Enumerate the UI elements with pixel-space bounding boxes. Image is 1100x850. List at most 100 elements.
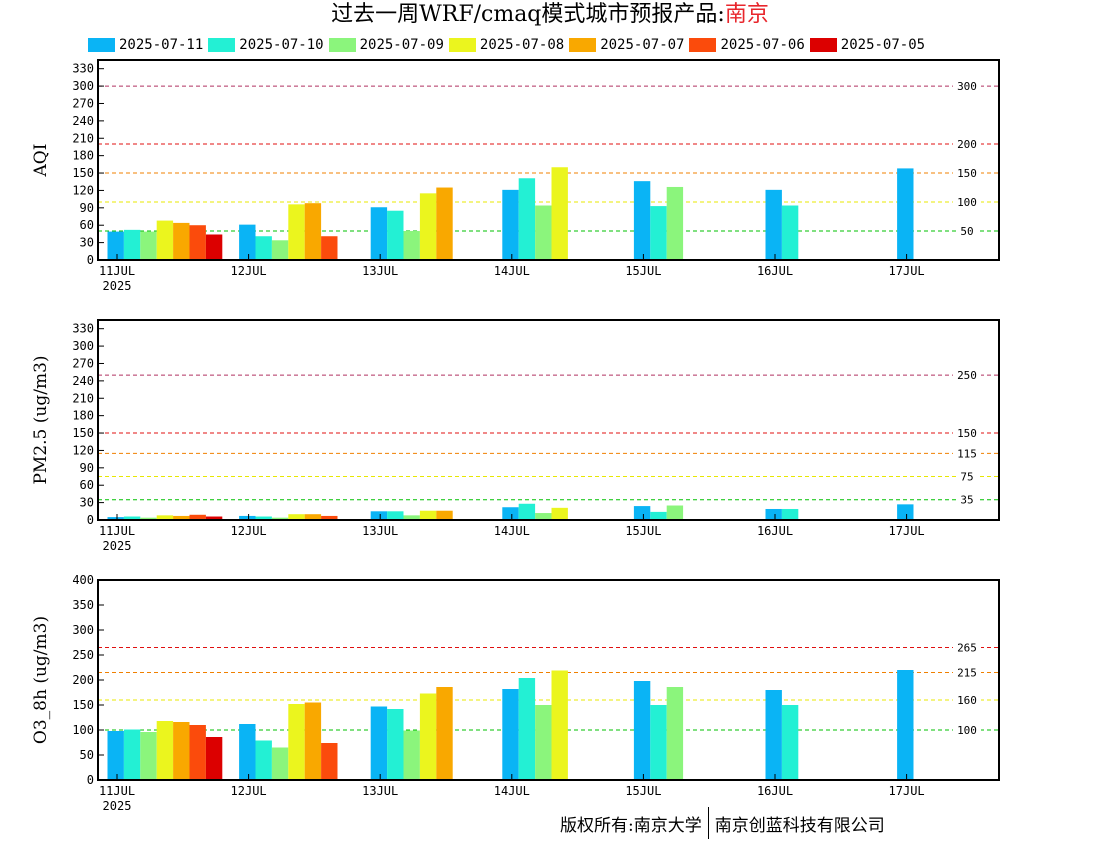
bar <box>633 181 651 260</box>
x-tick-label: 16JUL <box>757 784 793 798</box>
bar <box>304 514 322 520</box>
threshold-label: 100 <box>957 724 977 737</box>
y-tick-label: 150 <box>72 426 94 440</box>
company-text: 南京创蓝科技有限公司 <box>714 815 885 836</box>
threshold-label-bg <box>953 448 981 459</box>
title-main: 过去一周WRF/cmaq模式城市预报产品: <box>331 2 725 27</box>
bar <box>123 229 141 260</box>
bar <box>897 504 914 520</box>
bar <box>321 236 338 260</box>
threshold-label: 35 <box>960 494 973 507</box>
y-tick-label: 0 <box>87 253 94 267</box>
bar <box>650 705 667 780</box>
bar <box>189 514 206 520</box>
bar <box>370 511 388 520</box>
y-tick-label: 300 <box>72 623 94 637</box>
bar <box>370 207 388 260</box>
bar <box>535 705 552 780</box>
y-tick-label: 60 <box>80 478 94 492</box>
bar <box>156 220 174 260</box>
threshold-label-bg <box>957 226 977 237</box>
threshold-label: 200 <box>957 138 977 151</box>
x-tick-label: 14JUL <box>494 524 530 538</box>
bar <box>781 508 799 520</box>
legend-item: 2025-07-06 <box>689 35 805 55</box>
bar <box>271 747 289 780</box>
bar <box>189 725 206 780</box>
bar <box>535 205 552 260</box>
x-year-label: 2025 <box>103 799 132 813</box>
chart-panel-3: 265 215 160 100 0 50 100 150 200 250 300 350 400 11JU… <box>31 573 1000 813</box>
legend-item: 2025-07-09 <box>328 35 444 55</box>
y-tick-label: 150 <box>72 698 94 712</box>
legend-label: 2025-07-05 <box>840 37 926 53</box>
chart-panel-2: 250 150 115 75 35 0 30 60 90 120 150 180 210 240 270 30… <box>31 319 1000 553</box>
threshold-label: 160 <box>957 694 977 707</box>
bar <box>173 515 190 520</box>
bar <box>255 740 272 780</box>
bar <box>633 681 651 780</box>
bar <box>140 231 157 260</box>
x-tick-label: 16JUL <box>757 524 793 538</box>
bar <box>173 722 190 780</box>
bar <box>173 222 190 260</box>
bar <box>387 511 404 520</box>
bar <box>436 510 453 520</box>
bar <box>370 706 388 780</box>
threshold-label: 75 <box>960 471 973 484</box>
x-tick-label: 12JUL <box>231 524 267 538</box>
bar <box>255 516 272 520</box>
y-tick-label: 0 <box>87 513 94 527</box>
y-tick-label: 330 <box>72 322 94 336</box>
bar <box>403 231 420 260</box>
bar <box>403 515 420 520</box>
y-tick-label: 300 <box>72 339 94 353</box>
bar <box>765 508 782 520</box>
threshold-label-bg <box>953 139 981 150</box>
legend-label: 2025-07-09 <box>359 37 444 53</box>
legend-swatch <box>689 38 717 52</box>
y-tick-label: 120 <box>72 443 94 457</box>
bar <box>765 189 782 260</box>
legend-item: 2025-07-10 <box>208 35 324 55</box>
threshold-label: 215 <box>957 667 977 680</box>
threshold-label-bg <box>953 642 981 653</box>
y-tick-label: 180 <box>72 149 94 163</box>
y-tick-label: 120 <box>72 183 94 197</box>
legend: 2025-07-11 2025-07-10 2025-07-09 2025-07… <box>88 35 930 55</box>
bar <box>518 178 536 260</box>
threshold-label-bg <box>953 428 981 439</box>
threshold-label-bg <box>957 471 977 482</box>
bar <box>239 724 256 780</box>
threshold-label: 300 <box>957 80 977 93</box>
x-tick-label: 17JUL <box>889 524 925 538</box>
x-tick-label: 15JUL <box>625 264 661 278</box>
bar <box>288 204 305 260</box>
y-tick-label: 300 <box>72 79 94 93</box>
threshold-label-bg <box>953 197 981 208</box>
legend-label: 2025-07-06 <box>720 37 805 53</box>
x-tick-label: 16JUL <box>757 264 793 278</box>
bar <box>551 670 568 780</box>
bar <box>551 167 568 260</box>
bar <box>518 678 536 780</box>
x-tick-label: 14JUL <box>494 784 530 798</box>
y-tick-label: 0 <box>87 773 94 787</box>
threshold-label-bg <box>953 695 981 705</box>
plot-frame <box>97 59 1000 261</box>
legend-swatch <box>809 38 837 52</box>
threshold-label-bg <box>953 667 981 678</box>
bar <box>650 206 667 260</box>
legend-item: 2025-07-08 <box>448 35 564 55</box>
bar <box>189 225 206 260</box>
x-tick-label: 11JUL <box>99 264 135 278</box>
bar <box>255 236 272 260</box>
footer: 版权所有:南京大学 南京创蓝科技有限公司 <box>560 806 885 840</box>
bar <box>239 224 256 260</box>
bar <box>502 689 519 780</box>
y-tick-label: 330 <box>72 62 94 76</box>
threshold-label: 50 <box>960 225 973 238</box>
y-tick-label: 270 <box>72 356 94 370</box>
x-tick-label: 13JUL <box>362 524 398 538</box>
